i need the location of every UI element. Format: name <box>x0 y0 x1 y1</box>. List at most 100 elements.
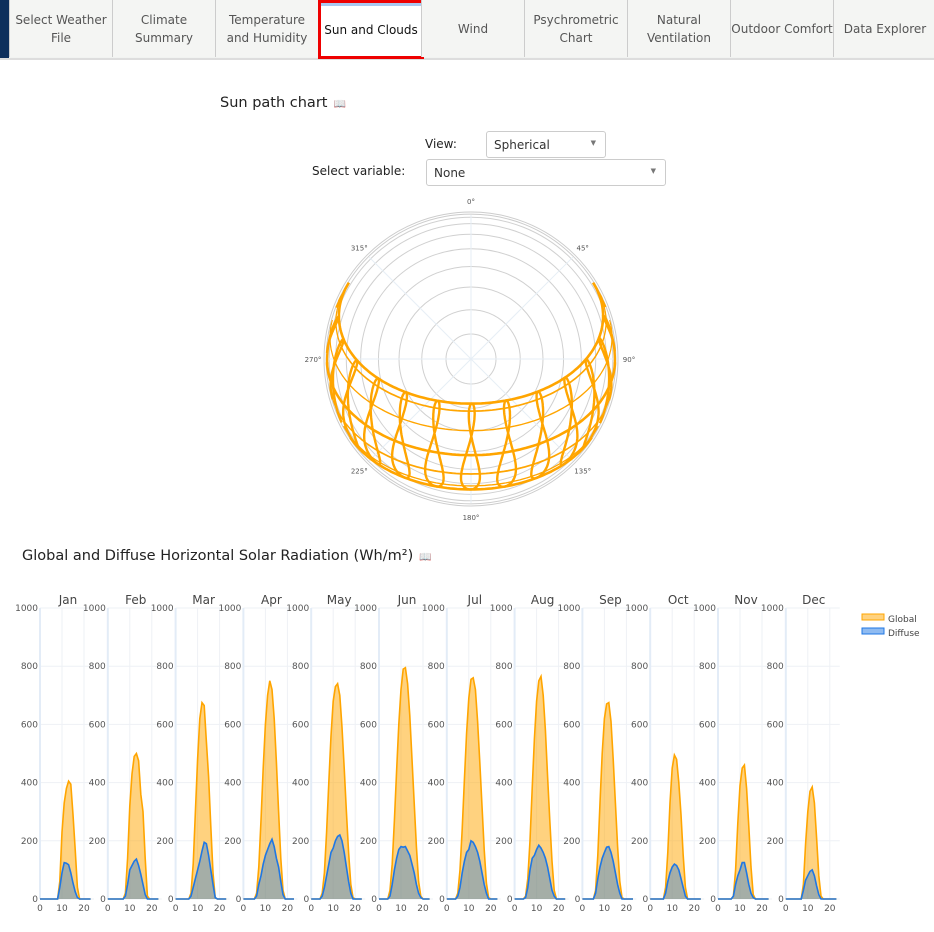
x-tick-label: 10 <box>666 904 678 914</box>
tab-label: Select Weather File <box>15 12 107 45</box>
caret-down-icon: ▼ <box>590 139 596 147</box>
y-tick-label: 200 <box>631 837 648 847</box>
azimuth-label: 270° <box>305 356 322 364</box>
diffuse-area <box>243 839 294 899</box>
tab-label: Outdoor Comfort <box>731 21 833 36</box>
diffuse-line <box>379 845 430 900</box>
y-tick-label: 200 <box>360 837 377 847</box>
y-tick-label: 200 <box>428 837 445 847</box>
x-tick-label: 10 <box>734 904 746 914</box>
azimuth-label: 90° <box>623 356 635 364</box>
global-area <box>175 702 227 899</box>
tab-climate-summary[interactable]: Climate Summary <box>112 0 215 57</box>
radiation-heading: Global and Diffuse Horizontal Solar Radi… <box>22 548 432 564</box>
month-panel-aug: 0 200 400 600 800 1000 0 10 20 Aug <box>490 593 569 914</box>
azimuth-label: 180° <box>463 514 480 522</box>
y-tick-label: 400 <box>495 779 512 789</box>
tab-data-explorer[interactable]: Data Explorer <box>833 0 934 57</box>
tab-temperature-and-humidity[interactable]: Temperature and Humidity <box>215 0 318 57</box>
diffuse-line <box>446 839 498 900</box>
y-tick-label: 200 <box>156 837 173 847</box>
tab-label: Data Explorer <box>843 21 927 36</box>
y-tick-label: 0 <box>303 895 309 905</box>
month-panel-feb: 0 200 400 600 800 1000 0 10 20 Feb <box>83 593 162 914</box>
y-tick-label: 0 <box>439 895 445 905</box>
x-tick-label: 20 <box>621 904 633 914</box>
radiation-title: Global and Diffuse Horizontal Solar Radi… <box>22 548 414 564</box>
y-tick-label: 200 <box>767 837 784 847</box>
month-panel-jun: 0 200 400 600 800 1000 0 10 20 Jun <box>354 593 433 914</box>
analemma <box>530 390 551 480</box>
x-tick-label: 10 <box>260 904 272 914</box>
legend-label: Diffuse <box>888 629 920 639</box>
diffuse-line <box>40 861 91 900</box>
diffuse-line <box>785 868 837 900</box>
y-tick-label: 200 <box>699 837 716 847</box>
x-tick-label: 20 <box>78 904 90 914</box>
view-dropdown[interactable]: Spherical ▼ <box>486 131 606 158</box>
caret-down-icon: ▼ <box>650 167 656 175</box>
outer-ring <box>323 211 619 507</box>
analemma <box>601 314 617 367</box>
y-tick-label: 200 <box>292 837 309 847</box>
y-tick-label: 1000 <box>15 604 38 614</box>
view-label: View: <box>425 137 457 151</box>
analemma <box>424 399 445 488</box>
x-tick-label: 10 <box>463 904 475 914</box>
y-tick-label: 1000 <box>354 604 377 614</box>
y-tick-label: 800 <box>156 662 173 672</box>
tab-wind[interactable]: Wind <box>421 0 524 57</box>
analemma <box>496 399 518 488</box>
x-tick-label: 0 <box>376 904 382 914</box>
tab-psychrometric-chart[interactable]: Psychrometric Chart <box>524 0 627 57</box>
month-title: May <box>327 593 352 607</box>
variable-label: Select variable: <box>312 164 406 178</box>
x-tick-label: 0 <box>580 904 586 914</box>
y-tick-label: 600 <box>495 720 512 730</box>
month-panel-sep: 0 200 400 600 800 1000 0 10 20 Sep <box>557 593 637 914</box>
y-tick-label: 1000 <box>761 604 784 614</box>
y-tick-label: 1000 <box>286 604 309 614</box>
y-tick-label: 0 <box>507 895 513 905</box>
diffuse-line <box>582 845 633 900</box>
x-tick-label: 0 <box>173 904 179 914</box>
y-tick-label: 1000 <box>151 604 174 614</box>
y-tick-label: 0 <box>778 895 784 905</box>
global-area <box>785 787 837 899</box>
month-title: Apr <box>261 593 282 607</box>
analemma <box>363 377 382 466</box>
y-tick-label: 800 <box>360 662 377 672</box>
y-tick-label: 400 <box>699 779 716 789</box>
y-tick-label: 200 <box>495 837 512 847</box>
y-tick-label: 800 <box>21 662 38 672</box>
diffuse-line <box>107 857 159 900</box>
variable-dropdown[interactable]: None ▼ <box>426 159 666 186</box>
tab-outdoor-comfort[interactable]: Outdoor Comfort <box>730 0 833 57</box>
y-tick-label: 400 <box>292 779 309 789</box>
analemma <box>342 359 359 448</box>
global-area <box>718 765 769 899</box>
month-panel-oct: 0 200 400 600 800 1000 0 10 20 Oct <box>625 593 705 914</box>
tab-natural-ventilation[interactable]: Natural Ventilation <box>627 0 730 57</box>
x-tick-label: 10 <box>327 904 339 914</box>
day-path <box>332 400 610 475</box>
azimuth-label: 45° <box>577 244 589 252</box>
analemma <box>329 337 345 424</box>
tab-sun-and-clouds[interactable]: Sun and Clouds <box>318 0 424 59</box>
x-tick-label: 10 <box>802 904 814 914</box>
azimuth-gridline <box>368 358 472 462</box>
month-panel-dec: 0 200 400 600 800 1000 0 10 20 Dec <box>761 593 840 914</box>
book-icon[interactable]: 📖 <box>333 99 346 110</box>
month-panel-jan: 0 200 400 600 800 1000 0 10 20 Jan <box>15 593 94 914</box>
diffuse-area <box>40 862 91 899</box>
x-tick-label: 20 <box>349 904 361 914</box>
x-tick-label: 0 <box>241 904 247 914</box>
y-tick-label: 0 <box>100 895 106 905</box>
azimuth-gridline <box>470 358 574 462</box>
global-area <box>379 667 430 899</box>
legend-label: Global <box>888 615 917 625</box>
y-tick-label: 800 <box>699 662 716 672</box>
azimuth-label: 315° <box>351 244 368 252</box>
book-icon[interactable]: 📖 <box>419 552 432 563</box>
tab-select-weather-file[interactable]: Select Weather File <box>9 0 112 57</box>
